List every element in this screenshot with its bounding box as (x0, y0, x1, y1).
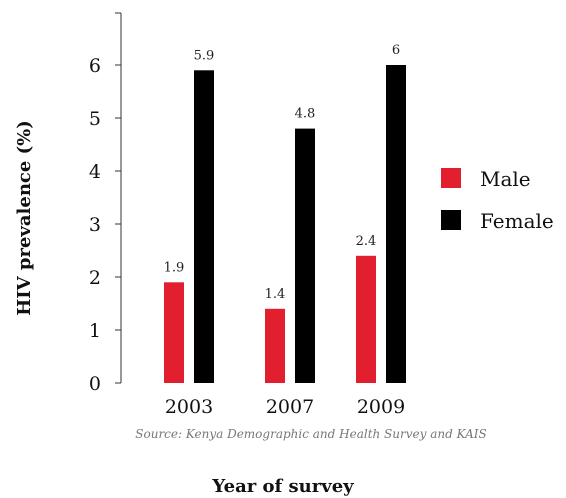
y-tick-label: 0 (89, 373, 101, 395)
bar-male-2003 (164, 282, 184, 383)
data-label-male-2007: 1.4 (265, 287, 286, 302)
data-label-male-2009: 2.4 (356, 234, 377, 249)
legend-swatch-female (441, 210, 461, 230)
bar-female-2003 (194, 70, 214, 384)
legend: Male Female (441, 167, 554, 233)
y-tick-label: 2 (89, 267, 101, 289)
source-note: Source: Kenya Demographic and Health Sur… (135, 427, 486, 441)
y-tick-label: 5 (89, 108, 101, 130)
y-tick-label: 3 (89, 214, 101, 236)
y-axis-title: HIV prevalence (%) (14, 120, 35, 316)
data-label-female-2009: 6 (392, 43, 400, 58)
legend-label-female: Female (480, 209, 554, 233)
x-axis-title: Year of survey (211, 476, 354, 497)
y-tick-label: 6 (89, 55, 101, 77)
bar-male-2007 (265, 308, 285, 383)
data-label-female-2007: 4.8 (295, 107, 316, 122)
data-labels: 1.9 1.4 2.4 5.9 4.8 6 (164, 43, 400, 302)
x-category-labels: 2003 2007 2009 (165, 396, 405, 418)
legend-label-male: Male (480, 167, 531, 191)
bar-male-2009 (356, 255, 376, 383)
legend-swatch-male (441, 168, 461, 188)
y-tick-label: 1 (89, 320, 101, 342)
data-label-female-2003: 5.9 (194, 48, 215, 63)
bar-female-2009 (386, 65, 406, 383)
data-label-male-2003: 1.9 (164, 260, 185, 275)
y-tick-label: 4 (89, 161, 101, 183)
y-axis: 0 1 2 3 4 5 6 (89, 12, 122, 395)
bar-female-2007 (295, 128, 315, 383)
x-category-label: 2003 (165, 396, 213, 418)
x-category-label: 2009 (357, 396, 405, 418)
bars (164, 65, 406, 384)
x-category-label: 2007 (266, 396, 314, 418)
